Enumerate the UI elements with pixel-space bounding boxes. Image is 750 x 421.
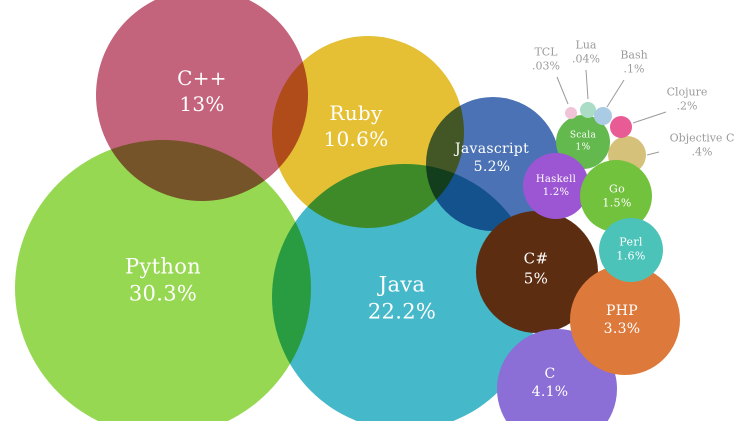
bubble-perl — [599, 218, 663, 282]
bubble-bash — [594, 107, 612, 125]
bubble-lua — [580, 102, 596, 118]
bubble-haskell — [523, 153, 589, 219]
bubble-clojure — [610, 116, 632, 138]
bubble-tcl — [565, 107, 577, 119]
bubble-cplusplus — [96, 0, 308, 201]
bubble-php — [570, 265, 680, 375]
